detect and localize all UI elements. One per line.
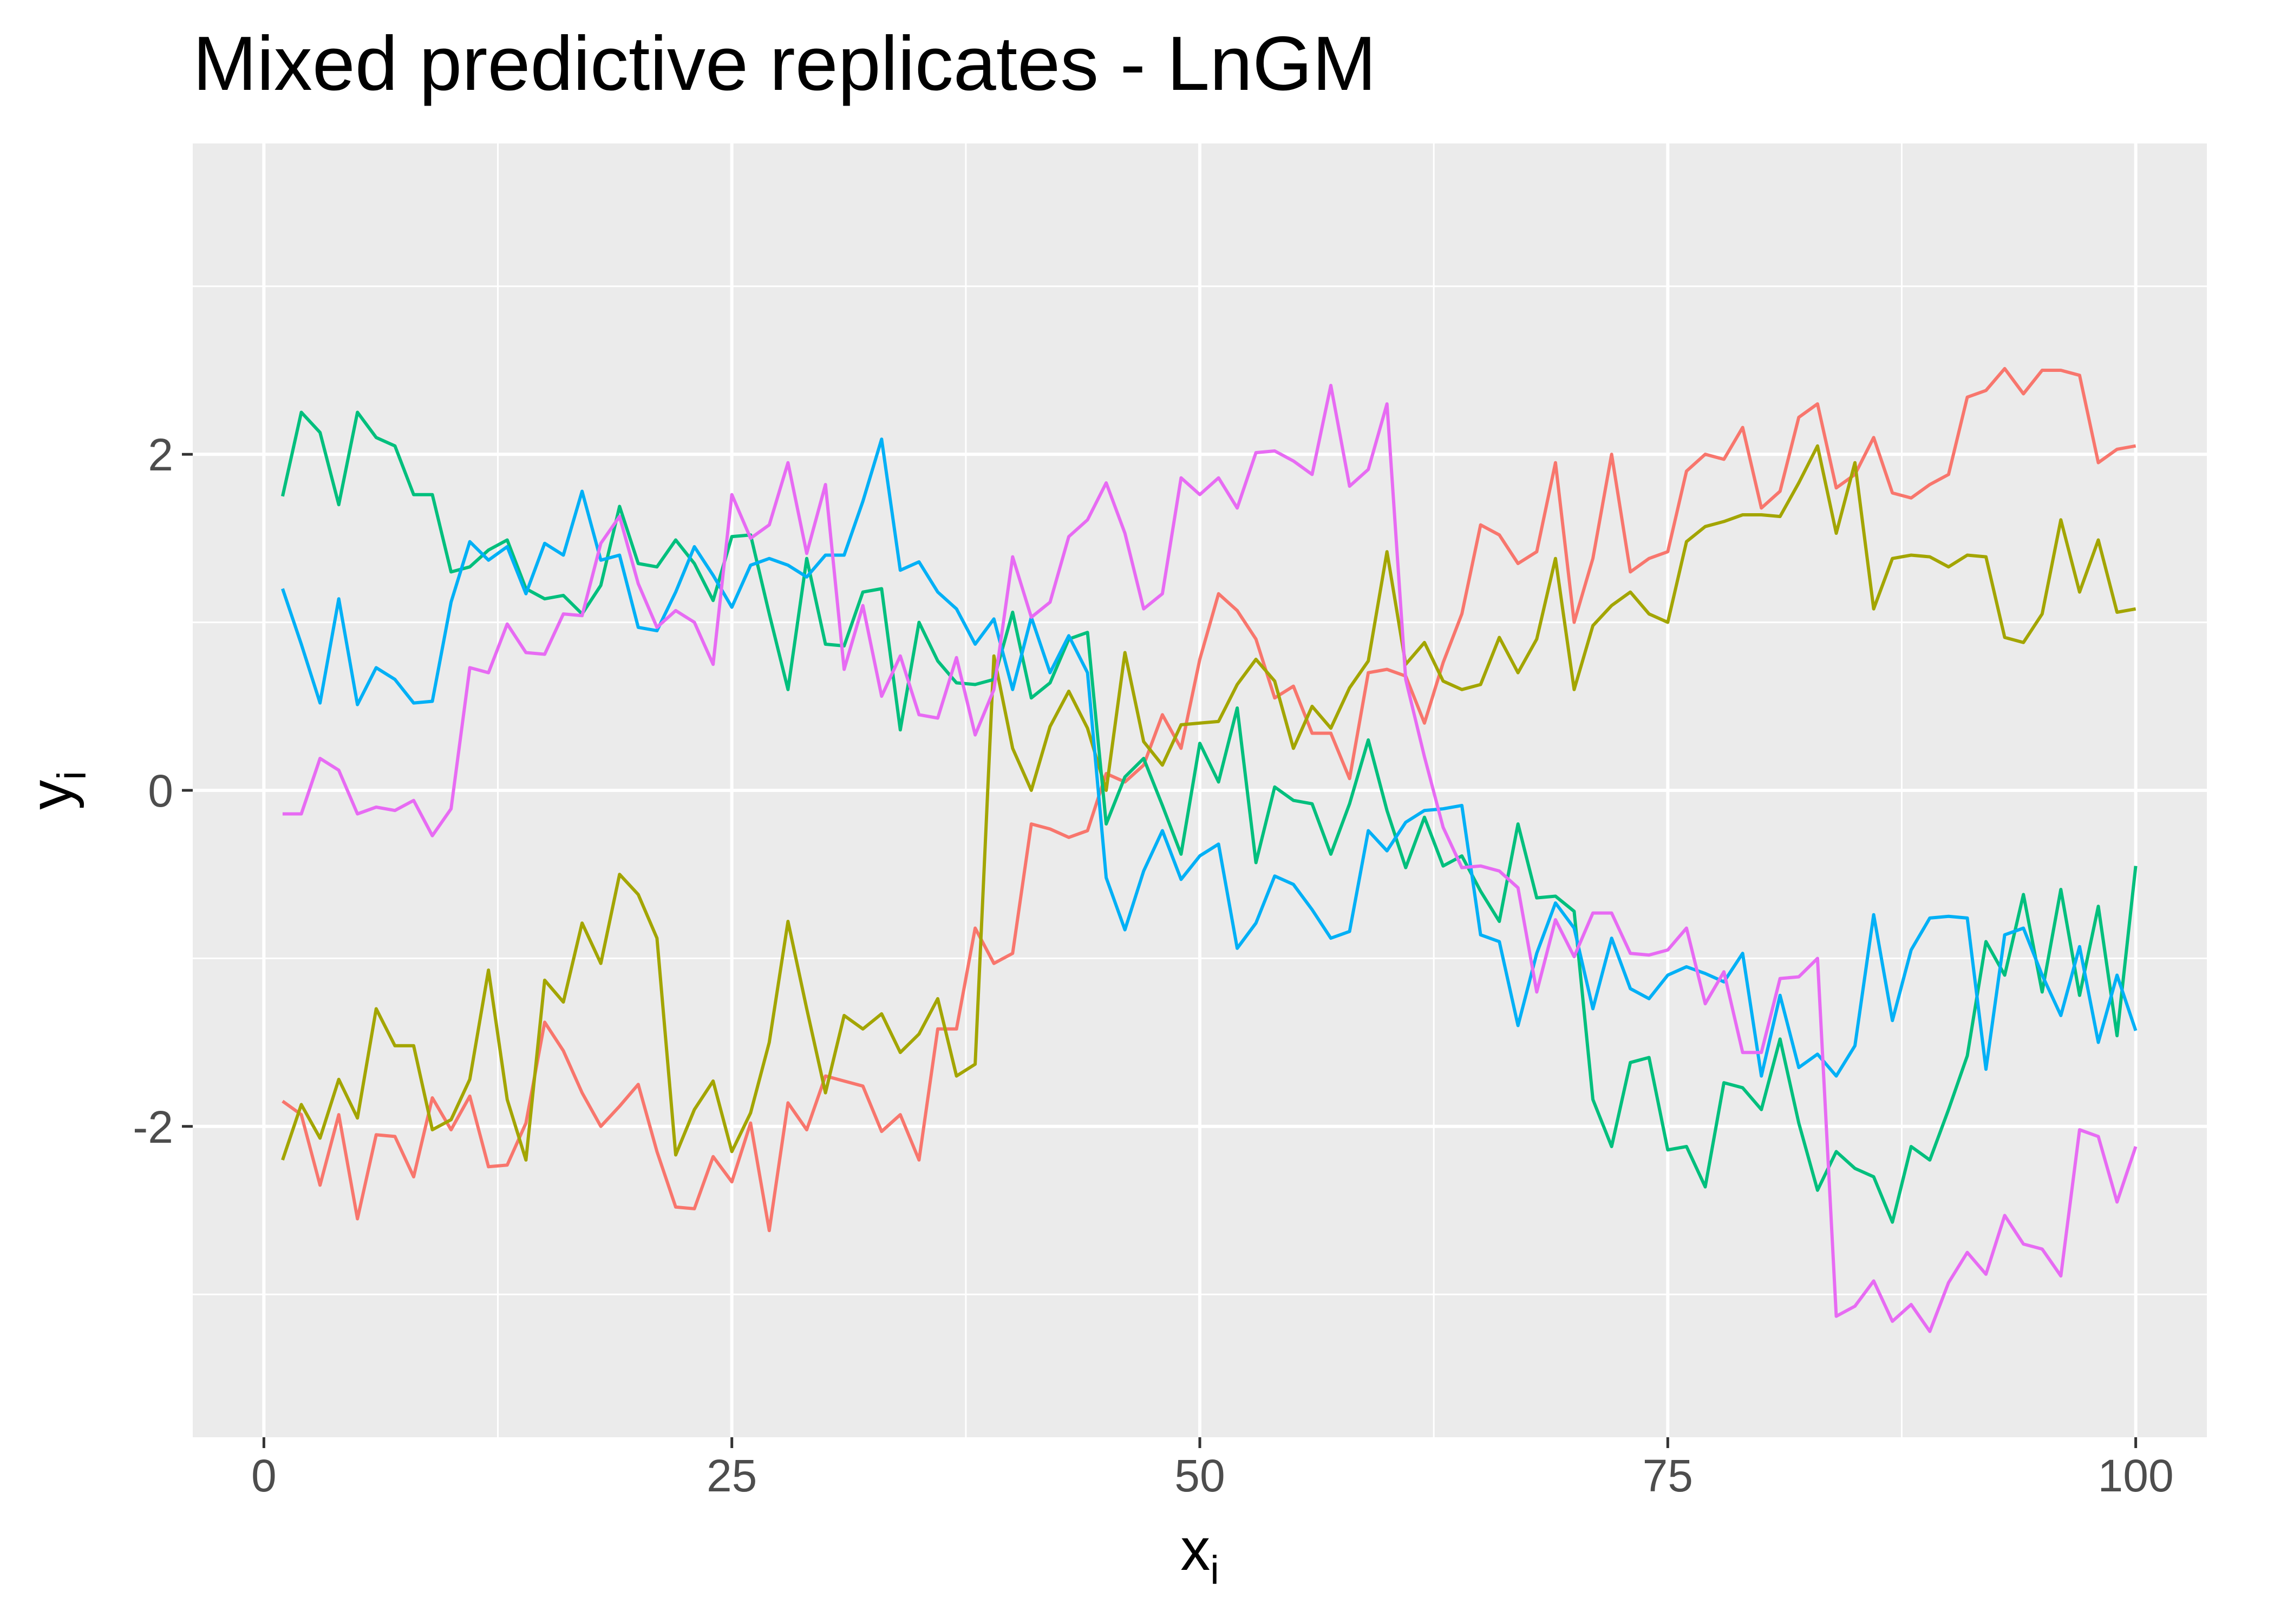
y-tick-label: -2 (133, 1102, 173, 1152)
x-tick-label: 50 (1174, 1450, 1225, 1501)
y-axis: -2 0 2 (133, 429, 193, 1152)
x-axis-title: xi (1180, 1516, 1219, 1593)
y-axis-title-group: yi (18, 771, 94, 809)
x-tick-label: 100 (2098, 1450, 2174, 1501)
y-tick-label: 2 (148, 429, 173, 480)
series-line-3 (280, 410, 2138, 1224)
series-lines (280, 366, 2138, 1333)
y-axis-title: yi (18, 771, 94, 809)
series-line-4 (281, 437, 2138, 1078)
y-tick-label: 0 (148, 765, 173, 816)
chart-title: Mixed predictive replicates - LnGM (193, 21, 1376, 107)
x-axis-title-main: x (1180, 1516, 1210, 1583)
series-line-5 (282, 384, 2138, 1333)
x-axis-title-subscript: i (1210, 1548, 1219, 1593)
series-line-1 (282, 366, 2136, 1233)
x-tick-label: 25 (707, 1450, 757, 1501)
series-line-2 (281, 444, 2136, 1162)
x-tick-label: 75 (1643, 1450, 1693, 1501)
x-tick-label: 0 (251, 1450, 277, 1501)
y-axis-title-main: y (18, 780, 84, 810)
x-axis: 0 25 50 75 100 (251, 1437, 2174, 1501)
y-axis-title-subscript: i (49, 771, 94, 780)
